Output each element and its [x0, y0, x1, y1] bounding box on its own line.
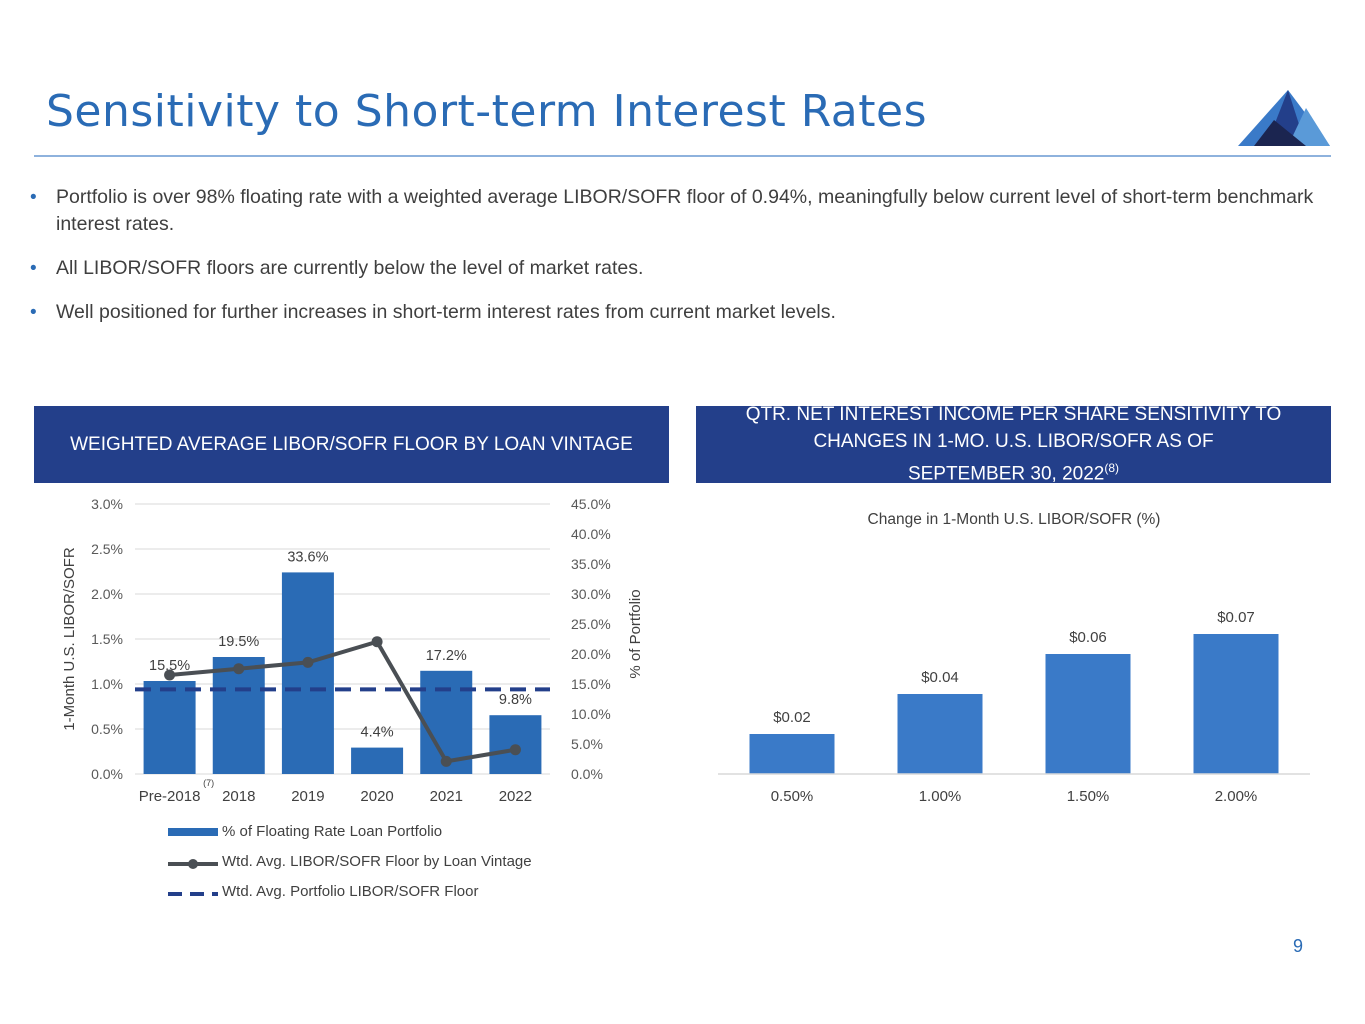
x-tick-label: 2020: [360, 788, 393, 805]
x-tick-label: 1.00%: [919, 788, 962, 805]
bullet-text: All LIBOR/SOFR floors are currently belo…: [56, 257, 644, 279]
x-tick-label: 2.00%: [1215, 788, 1258, 805]
dashed-line-swatch-icon: [168, 892, 218, 896]
line-point: [371, 636, 383, 648]
title-divider: [34, 155, 1331, 157]
bar: [143, 681, 196, 774]
x-tick-label: 1.50%: [1067, 788, 1110, 805]
y2-tick-label: 25.0%: [571, 616, 611, 632]
x-tick-label: 2019: [291, 788, 324, 805]
bar-data-label: 19.5%: [218, 634, 259, 650]
y2-tick-label: 15.0%: [571, 676, 611, 692]
bar: [281, 572, 334, 774]
y2-axis-title: % of Portfolio: [627, 589, 644, 678]
y2-tick-label: 5.0%: [571, 736, 603, 752]
bar: [212, 657, 265, 774]
bullet-item: • All LIBOR/SOFR floors are currently bel…: [30, 255, 1320, 282]
bar: [351, 747, 404, 774]
right-panel-title-date: SEPTEMBER 30, 2022: [907, 463, 1105, 485]
bar-data-label: 17.2%: [426, 648, 467, 664]
y2-tick-label: 40.0%: [571, 526, 611, 542]
bar-data-label: 9.8%: [499, 692, 532, 708]
chart-title: Change in 1-Month U.S. LIBOR/SOFR (%): [868, 511, 1161, 528]
y-tick-label: 3.0%: [91, 496, 123, 512]
right-panel-title-line: QTR. NET INTEREST INCOME PER SHARE SENSI…: [745, 404, 1282, 426]
y-tick-label: 2.0%: [91, 586, 123, 602]
right-panel-title: QTR. NET INTEREST INCOME PER SHARE SENSI…: [746, 401, 1282, 487]
y2-tick-label: 30.0%: [571, 586, 611, 602]
line-point: [233, 663, 245, 675]
left-panel-title: WEIGHTED AVERAGE LIBOR/SOFR FLOOR BY LOA…: [70, 434, 633, 455]
bar: [749, 734, 835, 774]
bar-data-label: $0.02: [773, 709, 811, 726]
bar: [1193, 634, 1279, 774]
mountain-logo-icon: [1238, 90, 1330, 146]
bar: [1045, 654, 1131, 774]
bullet-text: Portfolio is over 98% floating rate with…: [56, 186, 1314, 235]
page-number: 9: [1293, 936, 1304, 956]
line-point: [440, 755, 452, 767]
bar-data-label: $0.07: [1217, 609, 1255, 626]
y-tick-label: 1.0%: [91, 676, 123, 692]
bullet-item: • Well positioned for further increases i…: [30, 299, 1320, 326]
y2-tick-label: 0.0%: [571, 766, 603, 782]
y2-tick-label: 20.0%: [571, 646, 611, 662]
line-marker-swatch-icon: [168, 859, 218, 869]
bar: [897, 694, 983, 774]
x-tick-label: 2018: [222, 788, 255, 805]
x-tick-label: Pre-2018: [139, 788, 201, 805]
bullet-dot-icon: •: [30, 302, 37, 323]
right-panel-title-line: SEPTEMBER 30, 2022(8): [746, 455, 1282, 487]
left-panel-header: WEIGHTED AVERAGE LIBOR/SOFR FLOOR BY LOA…: [34, 406, 669, 483]
y-tick-label: 0.5%: [91, 721, 123, 737]
line-point: [302, 656, 314, 668]
x-tick-label: 2021: [430, 788, 463, 805]
line-point: [509, 744, 521, 756]
bullet-dot-icon: •: [30, 258, 37, 279]
bar-data-label: 15.5%: [149, 658, 190, 674]
footnote-mark: (8): [1104, 461, 1120, 476]
vintage-floor-line: [169, 639, 516, 764]
nii-sensitivity-chart: Change in 1-Month U.S. LIBOR/SOFR (%) $0.…: [718, 511, 1310, 805]
y2-tick-label: 45.0%: [571, 496, 611, 512]
y-tick-label: 2.5%: [91, 541, 123, 557]
page-title: Sensitivity to Short-term Interest Rates: [46, 86, 928, 137]
libor-floor-chart: 0.0% 0.5% 1.0% 1.5% 2.0% 2.5% 3.0% 0.0% 5.0% 10.0…: [61, 496, 644, 805]
right-panel-title-line: CHANGES IN 1-MO. U.S. LIBOR/SOFR AS OF: [813, 431, 1214, 453]
bullet-list: • Portfolio is over 98% floating rate wit…: [30, 184, 1320, 326]
legend-label: Wtd. Avg. Portfolio LIBOR/SOFR Floor: [222, 883, 479, 900]
legend-label: % of Floating Rate Loan Portfolio: [222, 823, 443, 840]
bullet-dot-icon: •: [30, 187, 37, 208]
y-tick-label: 1.5%: [91, 631, 123, 647]
y2-tick-label: 10.0%: [571, 706, 611, 722]
bar-data-label: $0.04: [921, 669, 959, 686]
y-tick-label: 0.0%: [91, 766, 123, 782]
right-panel-header: QTR. NET INTEREST INCOME PER SHARE SENSI…: [696, 404, 1331, 485]
bar-data-label: 33.6%: [287, 549, 328, 565]
x-tick-label: 2022: [499, 788, 532, 805]
line-point: [164, 669, 176, 681]
y2-tick-label: 35.0%: [571, 556, 611, 572]
legend-label: Wtd. Avg. LIBOR/SOFR Floor by Loan Vinta…: [222, 853, 532, 870]
y-axis-title: 1-Month U.S. LIBOR/SOFR: [61, 547, 78, 731]
bar-data-label: $0.06: [1069, 629, 1107, 646]
bullet-item: • Portfolio is over 98% floating rate wit…: [30, 184, 1320, 238]
x-tick-label: 0.50%: [771, 788, 814, 805]
bar-swatch-icon: [168, 828, 218, 836]
bullet-text: Well positioned for further increases in…: [56, 301, 836, 323]
footnote-mark: (7): [203, 778, 214, 788]
bar-data-label: 4.4%: [361, 725, 394, 741]
